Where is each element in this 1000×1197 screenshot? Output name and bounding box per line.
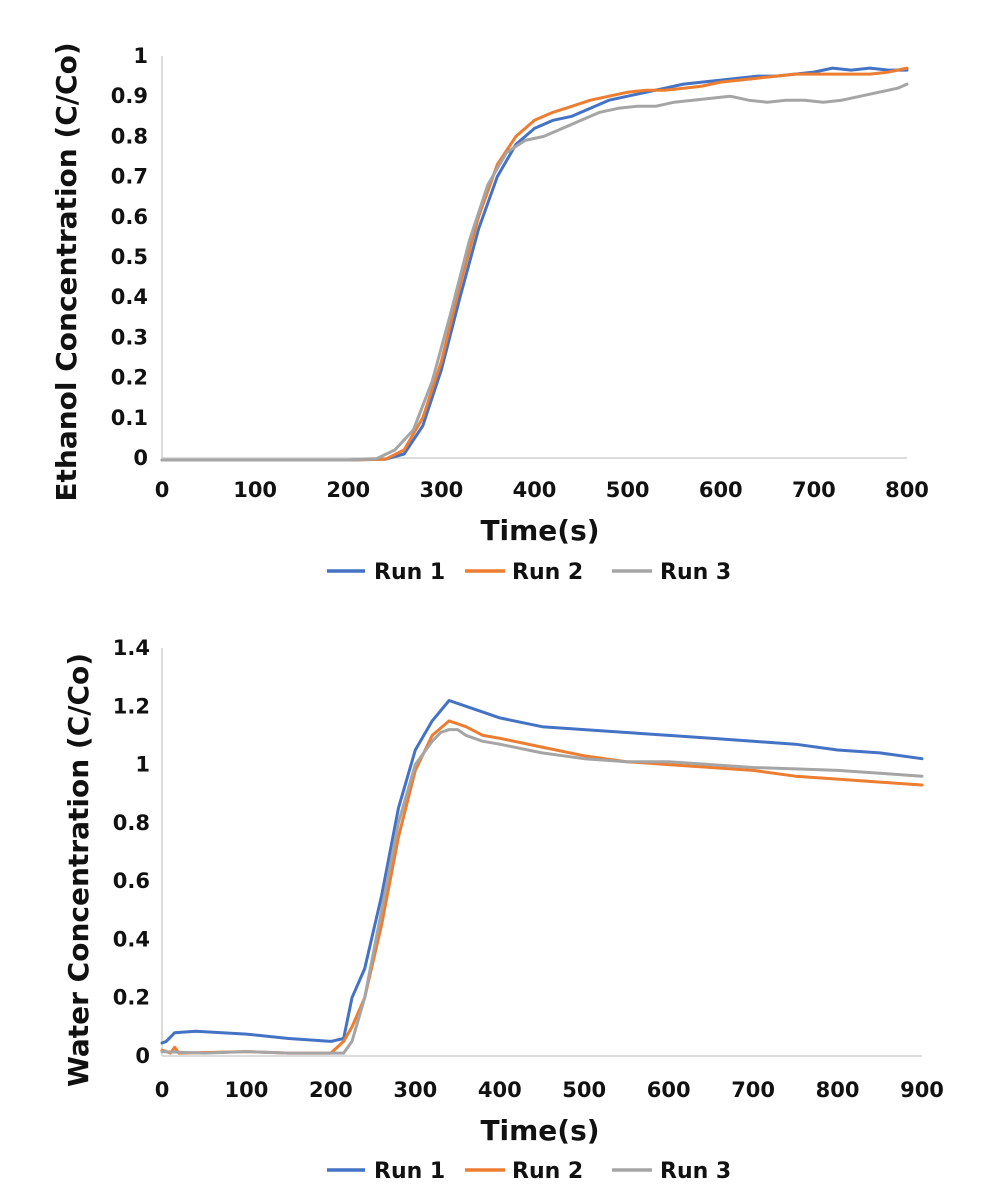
x-tick-label: 600 [647, 1078, 691, 1102]
series-line-run-3 [160, 82, 909, 462]
x-tick-label: 500 [606, 478, 650, 502]
x-tick-label: 200 [326, 478, 370, 502]
y-tick-label: 0 [135, 1044, 150, 1068]
y-tick-label: 0.1 [111, 406, 148, 430]
series-line-run-1 [160, 66, 909, 462]
series-line-run-3 [160, 728, 924, 1055]
x-tick-label: 200 [309, 1078, 353, 1102]
x-tick-label: 300 [393, 1078, 437, 1102]
y-tick-label: 0.6 [111, 205, 148, 229]
y-tick-label: 0 [133, 446, 148, 470]
x-tick-label: 300 [419, 478, 463, 502]
x-tick-label: 900 [900, 1078, 944, 1102]
water-chart: 0 0.2 0.4 0.6 0.8 1 1.2 1.4 0 100 200 300 400 500 600 7… [62, 636, 944, 1184]
legend-label: Run 1 [374, 560, 445, 585]
y-tick-label: 0.3 [111, 325, 148, 349]
y-tick-label: 0.9 [111, 84, 148, 108]
y-tick-label: 0.5 [111, 245, 148, 269]
y-tick-label: 0.4 [111, 285, 148, 309]
y-axis-title: Ethanol Concentration (C/Co) [50, 42, 83, 501]
legend-label: Run 2 [512, 560, 583, 585]
x-tick-label: 100 [233, 478, 277, 502]
legend-label: Run 1 [374, 1159, 445, 1184]
y-tick-label: 0.2 [111, 366, 148, 390]
y-tick-label: 0.8 [113, 811, 150, 835]
legend-label: Run 2 [512, 1159, 583, 1184]
y-tick-label: 1.4 [113, 636, 150, 660]
x-tick-label: 0 [155, 478, 170, 502]
y-tick-label: 0.6 [113, 869, 150, 893]
y-axis-title: Water Concentration (C/Co) [62, 653, 95, 1087]
y-tick-label: 0.2 [113, 986, 150, 1010]
legend-label: Run 3 [660, 560, 731, 585]
x-axis-title: Time(s) [480, 514, 599, 547]
x-axis-title: Time(s) [480, 1114, 599, 1147]
y-tick-label: 1.2 [113, 694, 150, 718]
x-tick-label: 600 [699, 478, 743, 502]
series-line-run-1 [160, 699, 924, 1045]
x-tick-label: 400 [478, 1078, 522, 1102]
y-tick-label: 0.8 [111, 124, 148, 148]
x-tick-label: 700 [792, 478, 836, 502]
y-tick-label: 0.7 [111, 165, 148, 189]
ethanol-chart: 0 0.1 0.2 0.3 0.4 0.5 0.6 0.7 0.8 0.9 1 0 100 200 300 4… [50, 42, 929, 585]
x-tick-label: 800 [885, 478, 929, 502]
x-tick-label: 800 [816, 1078, 860, 1102]
y-tick-label: 1 [133, 44, 148, 68]
x-tick-label: 0 [155, 1078, 170, 1102]
x-tick-label: 400 [513, 478, 557, 502]
x-tick-label: 100 [225, 1078, 269, 1102]
y-tick-label: 0.4 [113, 927, 150, 951]
x-tick-label: 500 [562, 1078, 606, 1102]
series-line-run-2 [160, 66, 909, 462]
y-tick-label: 1 [135, 753, 150, 777]
legend-label: Run 3 [660, 1159, 731, 1184]
x-tick-label: 700 [731, 1078, 775, 1102]
